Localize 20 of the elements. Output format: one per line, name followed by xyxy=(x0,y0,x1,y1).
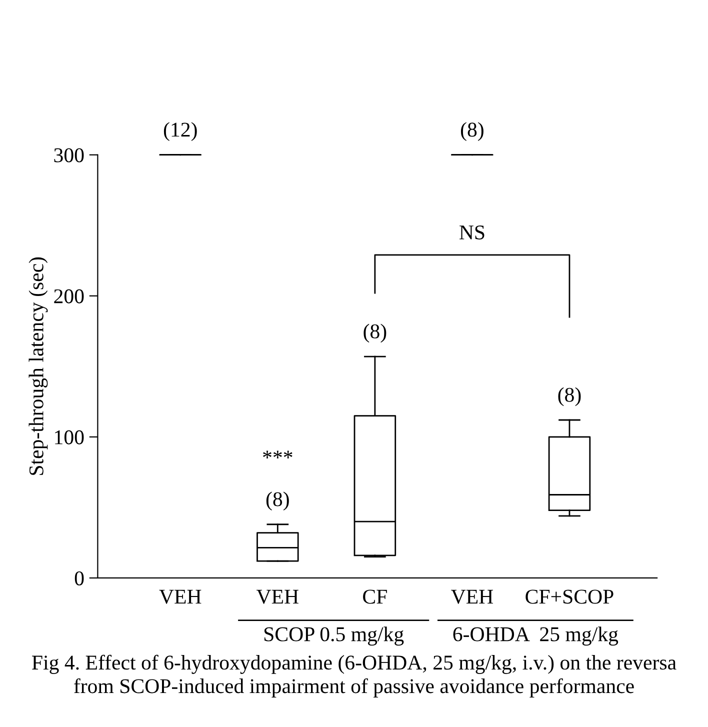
caption: Fig 4. Effect of 6-hydroxydopamine (6-OHDA, 25 mg/kg, i.v.) on the reversa from SCOP-induced impairment of passive avoidance performance xyxy=(32,654,676,698)
annotation: (8) xyxy=(266,492,289,510)
annotation: (8) xyxy=(558,387,581,406)
text: SCOP 0.5 mg/kg xyxy=(264,626,404,646)
text: (8) xyxy=(460,122,484,141)
y-tick-label: 100 xyxy=(55,430,84,444)
annotation: (8) xyxy=(364,324,386,343)
text: (12) xyxy=(164,122,197,141)
x-tick-label: VEH xyxy=(451,590,493,604)
annotation: *** xyxy=(263,450,292,458)
x-tick-label: VEH xyxy=(159,590,202,604)
y-axis-title: Step-through latency (sec) xyxy=(28,257,48,475)
annotation: NS xyxy=(459,225,484,240)
y-tick-label: 300 xyxy=(54,148,84,162)
text: 6-OHDA 25 mg/kg xyxy=(453,626,618,646)
y-tick-label: 0 xyxy=(74,571,84,586)
x-tick-label: CF xyxy=(363,590,387,604)
y-tick-label: 200 xyxy=(54,289,84,304)
x-tick-label: CF+SCOP xyxy=(526,590,614,604)
x-tick-label: VEH xyxy=(256,590,298,604)
